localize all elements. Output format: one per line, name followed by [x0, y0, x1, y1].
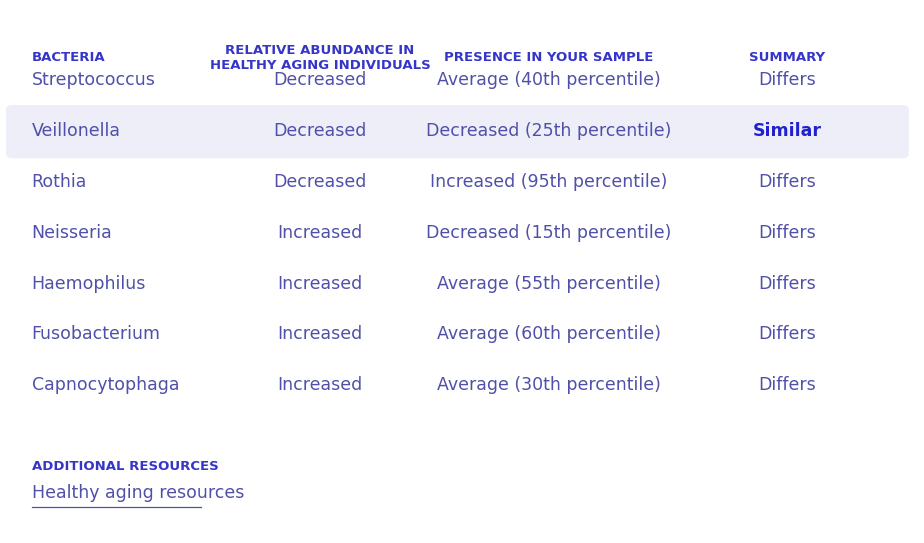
Text: Average (40th percentile): Average (40th percentile): [437, 71, 661, 90]
Text: Differs: Differs: [759, 173, 816, 191]
Text: SUMMARY: SUMMARY: [749, 51, 825, 64]
Text: Capnocytophaga: Capnocytophaga: [31, 376, 179, 394]
Text: RELATIVE ABUNDANCE IN
HEALTHY AGING INDIVIDUALS: RELATIVE ABUNDANCE IN HEALTHY AGING INDI…: [210, 43, 431, 72]
Text: Veillonella: Veillonella: [31, 122, 121, 140]
Text: Differs: Differs: [759, 71, 816, 90]
Text: Increased (95th percentile): Increased (95th percentile): [431, 173, 668, 191]
Text: Increased: Increased: [277, 275, 363, 293]
Text: Haemophilus: Haemophilus: [31, 275, 146, 293]
Text: Average (60th percentile): Average (60th percentile): [437, 325, 661, 343]
Text: Increased: Increased: [277, 224, 363, 242]
Text: Decreased: Decreased: [274, 173, 367, 191]
Text: Average (30th percentile): Average (30th percentile): [437, 376, 661, 394]
Text: Neisseria: Neisseria: [31, 224, 113, 242]
Text: BACTERIA: BACTERIA: [31, 51, 105, 64]
Text: Differs: Differs: [759, 275, 816, 293]
Text: Decreased: Decreased: [274, 122, 367, 140]
Text: Decreased (25th percentile): Decreased (25th percentile): [426, 122, 672, 140]
Text: Decreased (15th percentile): Decreased (15th percentile): [426, 224, 672, 242]
Text: Healthy aging resources: Healthy aging resources: [31, 484, 244, 502]
Text: Differs: Differs: [759, 325, 816, 343]
Text: PRESENCE IN YOUR SAMPLE: PRESENCE IN YOUR SAMPLE: [444, 51, 653, 64]
Text: Similar: Similar: [752, 122, 821, 140]
Text: Decreased: Decreased: [274, 71, 367, 90]
Text: Increased: Increased: [277, 376, 363, 394]
Text: Fusobacterium: Fusobacterium: [31, 325, 161, 343]
Text: ADDITIONAL RESOURCES: ADDITIONAL RESOURCES: [31, 460, 218, 473]
FancyBboxPatch shape: [6, 105, 909, 158]
Text: Average (55th percentile): Average (55th percentile): [437, 275, 661, 293]
Text: Streptococcus: Streptococcus: [31, 71, 155, 90]
Text: Differs: Differs: [759, 376, 816, 394]
Text: Differs: Differs: [759, 224, 816, 242]
Text: Increased: Increased: [277, 325, 363, 343]
Text: Rothia: Rothia: [31, 173, 87, 191]
